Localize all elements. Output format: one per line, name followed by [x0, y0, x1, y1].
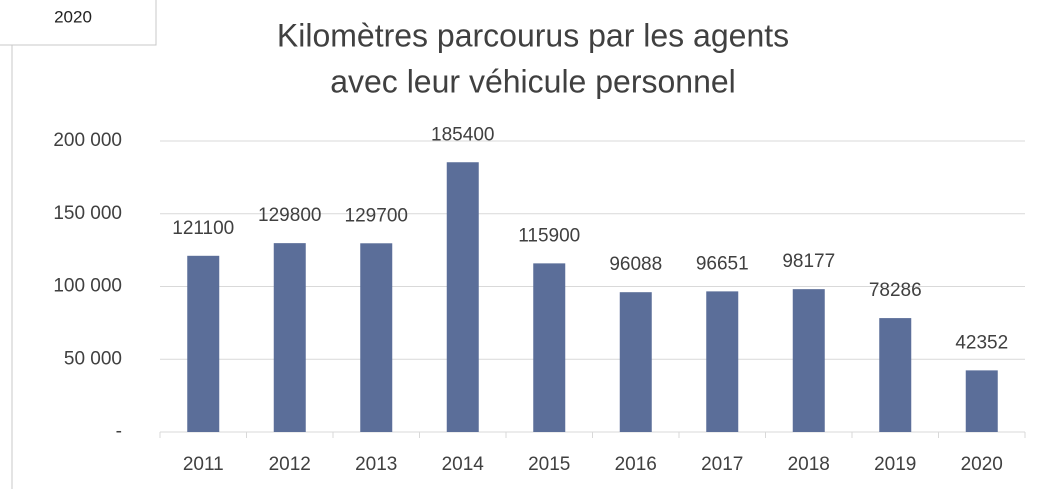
data-label: 42352	[955, 332, 1008, 353]
bar	[706, 291, 739, 432]
bar	[619, 292, 652, 432]
x-tick-label: 2016	[615, 454, 657, 475]
bar	[533, 263, 566, 432]
bar	[792, 289, 825, 432]
bar	[879, 318, 912, 432]
x-tick-label: 2020	[961, 454, 1003, 475]
cell-text: 2020	[54, 7, 92, 26]
bar	[965, 370, 998, 432]
y-tick-label: 150 000	[53, 203, 122, 224]
data-label: 96088	[609, 254, 662, 275]
chart-title: avec leur véhicule personnel	[330, 63, 736, 99]
y-tick-label: -	[116, 421, 122, 442]
y-tick-label: 100 000	[53, 276, 122, 297]
x-tick-label: 2015	[528, 454, 570, 475]
data-label: 96651	[696, 253, 749, 274]
bar	[360, 243, 393, 432]
chart-title: Kilomètres parcourus par les agents	[277, 17, 789, 53]
x-tick-label: 2013	[355, 454, 397, 475]
data-label: 98177	[782, 251, 835, 272]
x-tick-label: 2018	[788, 454, 830, 475]
x-tick-label: 2012	[269, 454, 311, 475]
bar	[187, 255, 220, 432]
bar	[446, 162, 479, 433]
data-label: 121100	[172, 218, 234, 239]
data-label: 185400	[431, 124, 494, 145]
data-label: 78286	[869, 280, 922, 301]
x-tick-label: 2017	[701, 454, 743, 475]
data-label: 129800	[258, 205, 321, 226]
data-label: 115900	[518, 225, 580, 246]
y-tick-label: 200 000	[53, 130, 122, 151]
data-label: 129700	[345, 205, 408, 226]
cell-box	[0, 0, 157, 46]
x-tick-label: 2011	[183, 454, 224, 475]
x-tick-label: 2019	[874, 454, 916, 475]
y-tick-label: 50 000	[64, 348, 122, 369]
x-tick-label: 2014	[442, 454, 485, 475]
bar	[273, 243, 306, 432]
